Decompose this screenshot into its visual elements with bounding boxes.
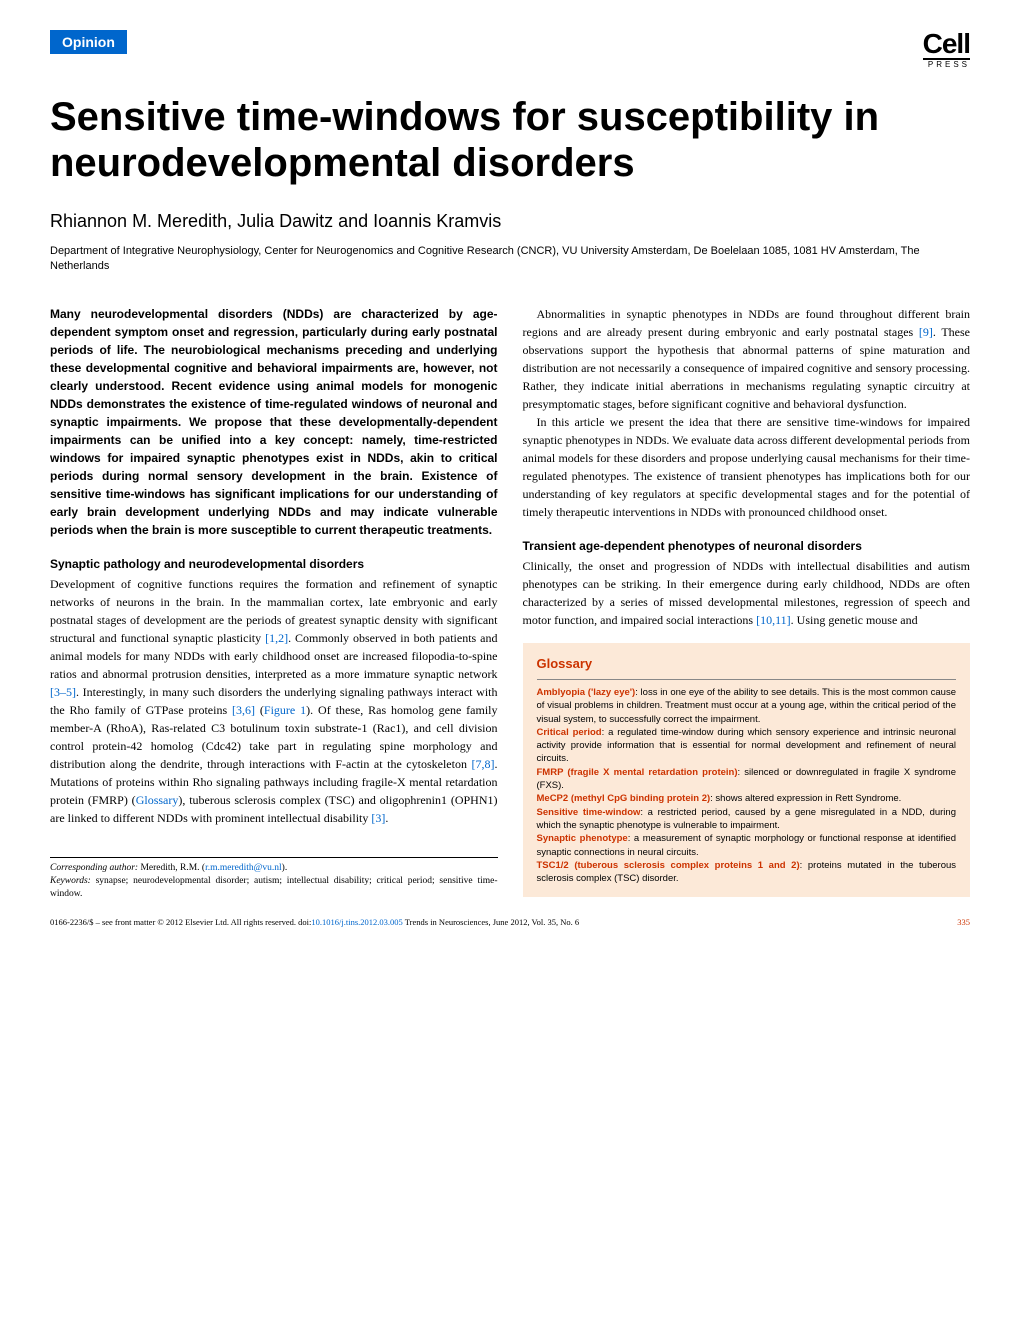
citation-link[interactable]: [3] [371, 811, 385, 825]
glossary-entry: Critical period: a regulated time-window… [537, 726, 957, 766]
corresponding-close: ). [282, 863, 288, 873]
glossary-definition: : shows altered expression in Rett Syndr… [710, 793, 901, 804]
opinion-badge: Opinion [50, 30, 127, 54]
footer-bar: 0166-2236/$ – see front matter © 2012 El… [50, 917, 970, 927]
corresponding-email-link[interactable]: r.m.meredith@vu.nl [205, 863, 282, 873]
keywords: Keywords: synapse; neurodevelopmental di… [50, 875, 498, 902]
corresponding-name: Meredith, R.M. ( [138, 863, 205, 873]
citation-link[interactable]: [7,8] [472, 757, 495, 771]
divider [50, 857, 498, 858]
publisher-logo: Cell PRESS [923, 30, 970, 69]
doi-link[interactable]: 10.1016/j.tins.2012.03.005 [311, 917, 402, 927]
body-text: Abnormalities in synaptic phenotypes in … [523, 307, 971, 339]
authors: Rhiannon M. Meredith, Julia Dawitz and I… [50, 211, 970, 232]
right-column: Abnormalities in synaptic phenotypes in … [523, 305, 971, 908]
keywords-label: Keywords: [50, 876, 91, 886]
citation-link[interactable]: [1,2] [265, 631, 288, 645]
corresponding-author: Corresponding author: Meredith, R.M. (r.… [50, 862, 498, 875]
glossary-term: MeCP2 (methyl CpG binding protein 2) [537, 793, 711, 804]
glossary-entry: MeCP2 (methyl CpG binding protein 2): sh… [537, 792, 957, 805]
glossary-title: Glossary [537, 655, 957, 673]
citation-link[interactable]: [10,11] [756, 613, 791, 627]
figure-link[interactable]: Figure 1 [264, 703, 306, 717]
glossary-entry: Amblyopia ('lazy eye'): loss in one eye … [537, 686, 957, 726]
affiliation: Department of Integrative Neurophysiolog… [50, 244, 970, 275]
glossary-entry: FMRP (fragile X mental retardation prote… [537, 766, 957, 793]
body-text: . [385, 811, 388, 825]
glossary-term: Sensitive time-window [537, 807, 641, 818]
copyright-text: 0166-2236/$ – see front matter © 2012 El… [50, 917, 311, 927]
left-column: Many neurodevelopmental disorders (NDDs)… [50, 305, 498, 908]
citation-link[interactable]: [3,6] [232, 703, 255, 717]
divider [537, 679, 957, 680]
glossary-link[interactable]: Glossary [136, 793, 179, 807]
glossary-entry: Synaptic phenotype: a measurement of syn… [537, 832, 957, 859]
corresponding-label: Corresponding author: [50, 863, 138, 873]
article-title: Sensitive time-windows for susceptibilit… [50, 94, 970, 186]
glossary-box: Glossary Amblyopia ('lazy eye'): loss in… [523, 643, 971, 898]
footer-left: 0166-2236/$ – see front matter © 2012 El… [50, 917, 579, 927]
article-body-columns: Many neurodevelopmental disorders (NDDs)… [50, 305, 970, 908]
body-paragraph: In this article we present the idea that… [523, 413, 971, 521]
glossary-term: TSC1/2 (tuberous sclerosis complex prote… [537, 860, 800, 871]
body-paragraph: Development of cognitive functions requi… [50, 575, 498, 827]
keywords-text: synapse; neurodevelopmental disorder; au… [50, 876, 498, 899]
glossary-entries: Amblyopia ('lazy eye'): loss in one eye … [537, 686, 957, 885]
body-paragraph: Clinically, the onset and progression of… [523, 557, 971, 629]
glossary-term: FMRP (fragile X mental retardation prote… [537, 767, 738, 778]
section-heading-synaptic-pathology: Synaptic pathology and neurodevelopmenta… [50, 555, 498, 573]
body-text: . Using genetic mouse and [791, 613, 918, 627]
glossary-term: Amblyopia ('lazy eye') [537, 687, 636, 698]
glossary-term: Critical period [537, 727, 602, 738]
publisher-logo-main: Cell [923, 30, 970, 60]
glossary-term: Synaptic phenotype [537, 833, 628, 844]
journal-info: Trends in Neurosciences, June 2012, Vol.… [403, 917, 579, 927]
abstract: Many neurodevelopmental disorders (NDDs)… [50, 305, 498, 539]
citation-link[interactable]: [9] [919, 325, 933, 339]
glossary-entry: TSC1/2 (tuberous sclerosis complex prote… [537, 859, 957, 886]
page-number: 335 [957, 917, 970, 927]
section-heading-transient: Transient age-dependent phenotypes of ne… [523, 537, 971, 555]
publisher-logo-sub: PRESS [923, 60, 970, 69]
citation-link[interactable]: [3–5] [50, 685, 76, 699]
glossary-entry: Sensitive time-window: a restricted peri… [537, 806, 957, 833]
body-paragraph: Abnormalities in synaptic phenotypes in … [523, 305, 971, 413]
body-text: ( [255, 703, 264, 717]
footer-metadata: Corresponding author: Meredith, R.M. (r.… [50, 857, 498, 902]
